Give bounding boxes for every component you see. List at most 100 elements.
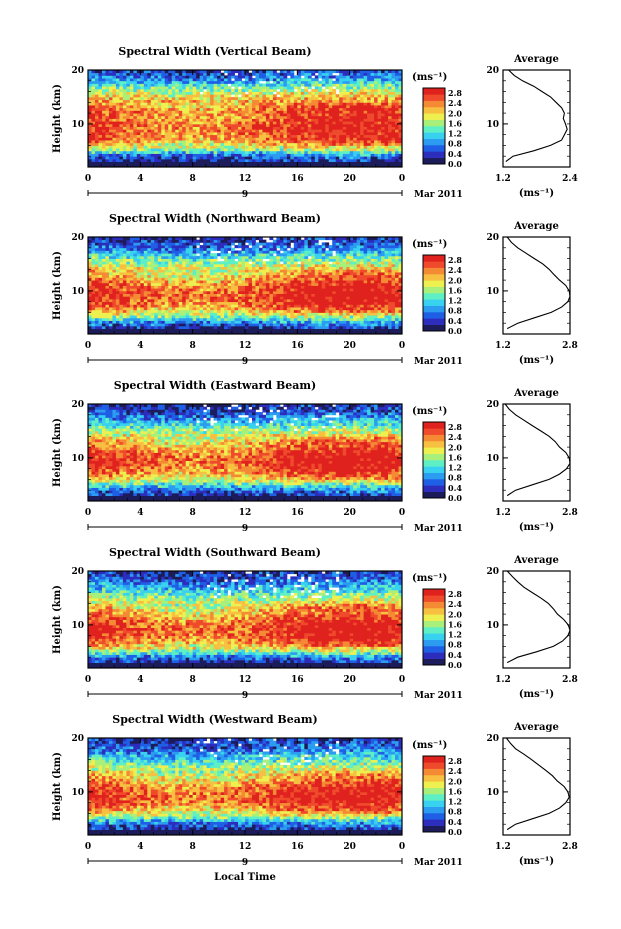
colorbar-swatch xyxy=(423,119,445,127)
y-tick-label: 20 xyxy=(71,567,84,577)
profile-y-tick-label: 10 xyxy=(486,454,499,464)
colorbar-swatch xyxy=(423,614,445,621)
colorbar-tick-label: 2.8 xyxy=(448,255,462,265)
colorbar-tick-label: 2.4 xyxy=(448,265,462,275)
profile-x-axis-label: (ms⁻¹) xyxy=(519,689,554,700)
profile-y-tick-label: 20 xyxy=(486,734,499,744)
x-tick-label: 4 xyxy=(137,174,143,184)
colorbar-frame xyxy=(422,87,446,165)
colorbar-tick-label: 2.8 xyxy=(448,88,462,98)
x-tick-label: 20 xyxy=(343,508,356,518)
profile-y-tick-label: 20 xyxy=(486,400,499,410)
colorbar-tick-label: 2.8 xyxy=(448,756,462,766)
date-label: Mar 2011 xyxy=(414,524,463,534)
x-tick-label: 4 xyxy=(137,341,143,351)
average-profile-line xyxy=(505,737,570,831)
colorbar-tick-label: 2.4 xyxy=(448,599,462,609)
profile-y-tick-label: 20 xyxy=(486,233,499,243)
colorbar-swatch xyxy=(423,145,445,152)
profile-title: Average xyxy=(513,221,559,232)
colorbar-swatch xyxy=(423,627,445,634)
colorbar-swatch xyxy=(423,88,445,95)
x-tick-label: 20 xyxy=(343,174,356,184)
x-tick-label: 20 xyxy=(343,675,356,685)
colorbar-tick-label: 2.0 xyxy=(448,275,462,285)
colorbar-tick-label: 0.0 xyxy=(448,326,462,336)
heatmap-cells xyxy=(88,571,403,669)
colorbar-tick-label: 1.6 xyxy=(448,285,462,295)
y-tick-label: 10 xyxy=(71,287,84,297)
colorbar-swatch xyxy=(423,312,445,319)
beam-panel-2: Spectral Width (Eastward Beam) 10 20 Height… xyxy=(52,379,578,534)
y-tick-label: 10 xyxy=(71,788,84,798)
profile-title: Average xyxy=(513,54,559,65)
x-tick-label: 0 xyxy=(399,174,405,184)
profile-y-tick-label: 20 xyxy=(486,66,499,76)
colorbar-swatch xyxy=(423,781,445,788)
colorbar-swatch xyxy=(423,601,445,609)
colorbar-swatch xyxy=(423,255,445,262)
colorbar-tick-label: 0.8 xyxy=(448,473,462,483)
colorbar-unit-label: (ms⁻¹) xyxy=(412,573,447,584)
colorbar-swatch xyxy=(423,794,445,801)
x-tick-label: 8 xyxy=(190,341,196,351)
profile-y-tick-label: 10 xyxy=(486,287,499,297)
colorbar-tick-label: 2.0 xyxy=(448,108,462,118)
colorbar-swatch xyxy=(423,434,445,442)
colorbar-swatch xyxy=(423,819,445,826)
profile-x-tick-label: 2.8 xyxy=(562,842,578,852)
day-label: 9 xyxy=(242,858,248,868)
profile-x-tick-label: 1.2 xyxy=(495,174,511,184)
colorbar-tick-label: 0.0 xyxy=(448,827,462,837)
colorbar-swatch xyxy=(423,787,445,795)
date-label: Mar 2011 xyxy=(414,357,463,367)
colorbar-unit-label: (ms⁻¹) xyxy=(412,740,447,751)
average-profile-line xyxy=(505,69,568,163)
profile-x-tick-label: 2.8 xyxy=(562,508,578,518)
colorbar-swatch xyxy=(423,428,445,435)
y-axis-label: Height (km) xyxy=(52,585,63,654)
beam-panel-3: Spectral Width (Southward Beam) 10 20 Heigh… xyxy=(52,546,578,701)
colorbar-tick-label: 2.8 xyxy=(448,422,462,432)
colorbar-swatch xyxy=(423,274,445,281)
x-tick-label: 12 xyxy=(239,341,252,351)
x-tick-label: 8 xyxy=(190,842,196,852)
colorbar-swatch xyxy=(423,157,445,165)
x-tick-label: 4 xyxy=(137,842,143,852)
x-tick-label: 0 xyxy=(85,508,91,518)
heatmap-cells xyxy=(88,404,403,502)
x-tick-label: 20 xyxy=(343,842,356,852)
colorbar-tick-label: 2.4 xyxy=(448,432,462,442)
colorbar-tick-label: 1.2 xyxy=(448,129,462,139)
colorbar-swatch xyxy=(423,756,445,763)
average-profile-line xyxy=(504,403,571,497)
x-tick-label: 16 xyxy=(291,842,304,852)
x-tick-label: 4 xyxy=(137,675,143,685)
colorbar-swatch xyxy=(423,491,445,499)
panel-title: Spectral Width (Southward Beam) xyxy=(109,546,321,559)
colorbar-tick-label: 1.6 xyxy=(448,452,462,462)
x-tick-label: 8 xyxy=(190,174,196,184)
colorbar-swatch xyxy=(423,126,445,133)
colorbar-swatch xyxy=(423,318,445,325)
colorbar-tick-label: 1.2 xyxy=(448,630,462,640)
colorbar-tick-label: 1.2 xyxy=(448,797,462,807)
colorbar-swatch xyxy=(423,422,445,429)
profile-x-axis-label: (ms⁻¹) xyxy=(519,522,554,533)
y-tick-label: 10 xyxy=(71,120,84,130)
colorbar-tick-label: 1.6 xyxy=(448,118,462,128)
panel-title: Spectral Width (Northward Beam) xyxy=(109,212,321,225)
colorbar-swatch xyxy=(423,299,445,306)
colorbar-swatch xyxy=(423,100,445,108)
colorbar-swatch xyxy=(423,768,445,776)
colorbar-swatch xyxy=(423,485,445,492)
profile-x-tick-label: 2.8 xyxy=(562,341,578,351)
x-tick-label: 16 xyxy=(291,675,304,685)
x-tick-label: 0 xyxy=(85,341,91,351)
colorbar-swatch xyxy=(423,608,445,615)
colorbar-swatch xyxy=(423,595,445,602)
average-profile-line xyxy=(506,236,571,330)
colorbar-frame xyxy=(422,588,446,666)
panel-title: Spectral Width (Westward Beam) xyxy=(112,713,317,726)
colorbar-swatch xyxy=(423,138,445,146)
